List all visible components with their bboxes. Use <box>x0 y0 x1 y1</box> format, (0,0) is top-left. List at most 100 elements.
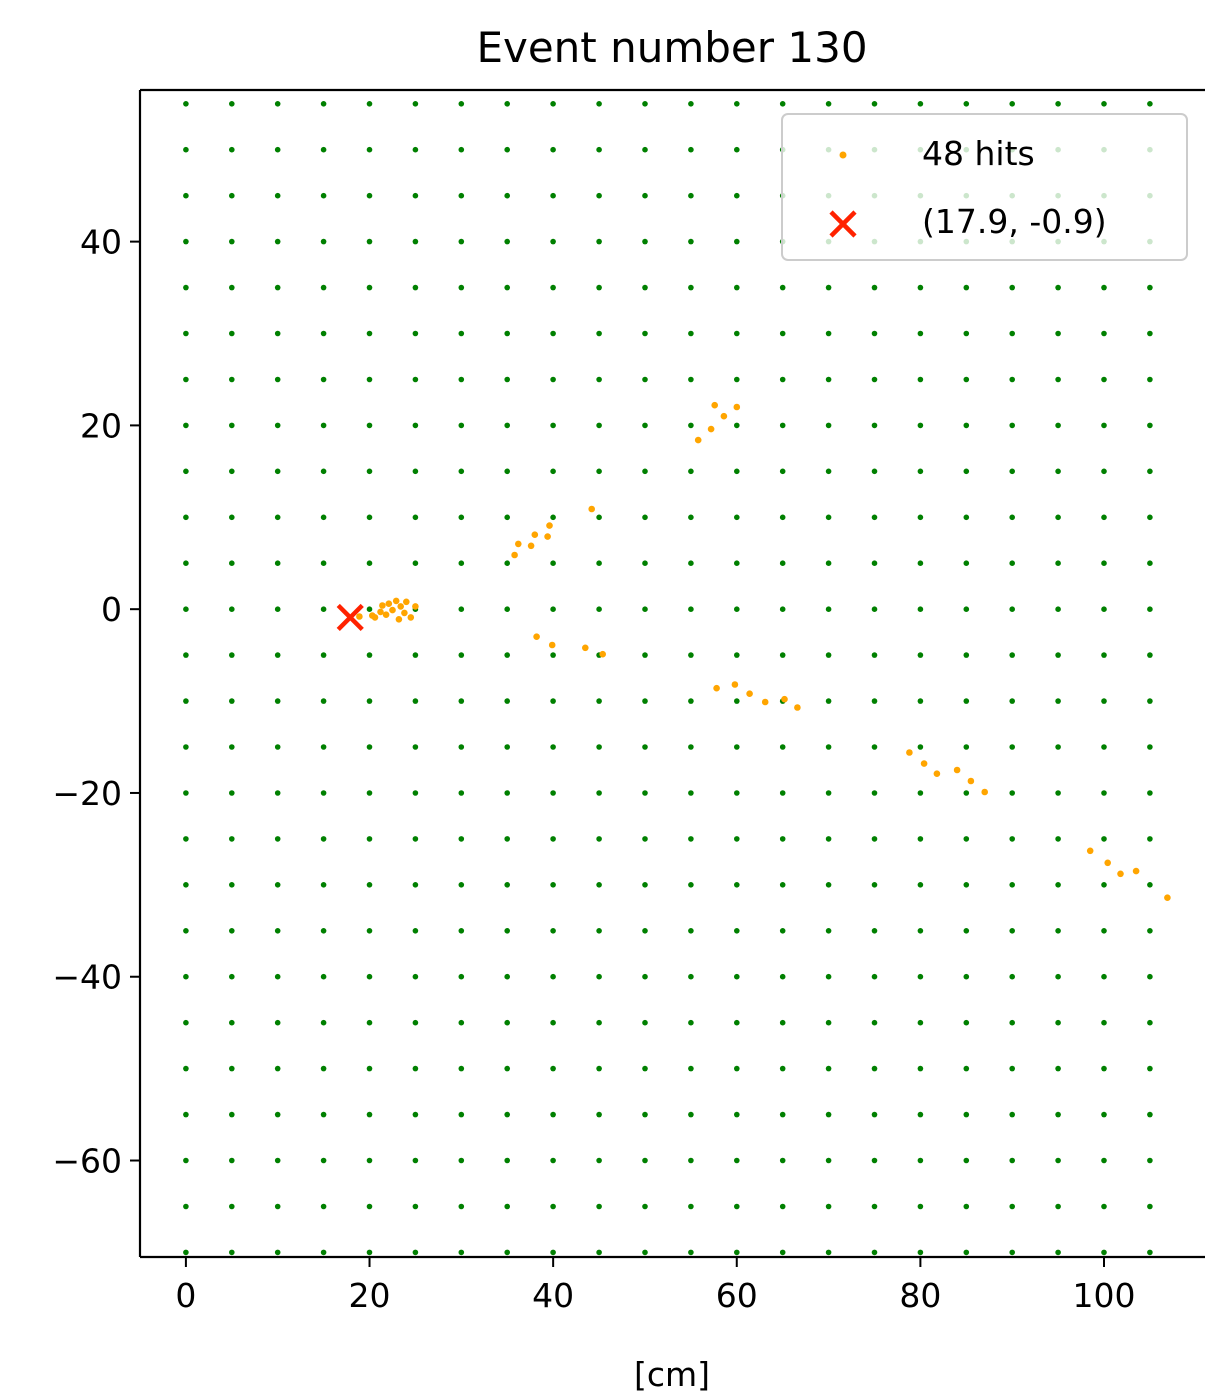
grid-point <box>596 330 602 337</box>
grid-point <box>596 238 602 245</box>
grid-point <box>963 376 970 383</box>
y-tick-label: 20 <box>80 406 122 445</box>
hit-point <box>382 611 390 618</box>
grid-point <box>504 836 511 842</box>
grid-point <box>596 192 602 199</box>
grid-point <box>1055 1019 1061 1026</box>
grid-point <box>504 606 511 612</box>
grid-point <box>412 1065 419 1072</box>
grid-point <box>688 973 694 980</box>
grid-point <box>320 192 327 199</box>
grid-point <box>1147 698 1153 704</box>
grid-point <box>412 376 419 383</box>
grid-point <box>1055 698 1061 704</box>
grid-point <box>412 790 419 796</box>
grid-point <box>412 836 419 842</box>
grid-point <box>642 1065 648 1072</box>
grid-point <box>871 698 878 704</box>
grid-point <box>871 376 878 383</box>
hit-point <box>548 641 556 649</box>
grid-point <box>504 790 511 796</box>
grid-point <box>320 1157 327 1164</box>
grid-point <box>229 744 235 750</box>
grid-point <box>825 1111 832 1118</box>
grid-point <box>550 560 556 566</box>
grid-point <box>550 973 556 980</box>
grid-point <box>1101 468 1107 475</box>
grid-point <box>229 790 235 796</box>
grid-point <box>550 836 556 842</box>
grid-point <box>688 284 694 291</box>
grid-point <box>596 606 602 612</box>
grid-point <box>550 744 556 750</box>
grid-point <box>688 146 694 153</box>
hit-point <box>511 551 518 559</box>
grid-point <box>688 1065 694 1072</box>
grid-point <box>183 882 189 888</box>
grid-point <box>458 1157 465 1164</box>
grid-point <box>1147 284 1153 291</box>
grid-point <box>734 882 740 888</box>
grid-point <box>412 330 419 337</box>
hit-point <box>1117 870 1124 878</box>
grid-point <box>550 376 556 383</box>
grid-point <box>1147 560 1153 566</box>
grid-point <box>642 882 648 888</box>
hit-point <box>933 770 941 777</box>
grid-point <box>183 101 189 107</box>
grid-point <box>1055 284 1061 291</box>
grid-point <box>1009 698 1015 704</box>
grid-point <box>320 330 327 337</box>
grid-point <box>366 376 373 383</box>
grid-point <box>734 192 740 199</box>
grid-point <box>550 238 556 245</box>
grid-point <box>183 514 189 521</box>
grid-point <box>642 1111 648 1118</box>
grid-point <box>1101 376 1107 383</box>
grid-point <box>320 284 327 291</box>
grid-point <box>917 790 924 796</box>
grid-point <box>825 1065 832 1072</box>
grid-point <box>871 101 878 107</box>
grid-point <box>274 514 281 521</box>
grid-point <box>779 1157 786 1164</box>
grid-point <box>412 514 419 521</box>
grid-point <box>688 698 694 704</box>
grid-point <box>596 560 602 566</box>
grid-point <box>1101 1203 1107 1210</box>
grid-point <box>320 1203 327 1210</box>
grid-point <box>825 836 832 842</box>
grid-point <box>550 1157 556 1164</box>
grid-point <box>274 1249 281 1256</box>
grid-point <box>688 836 694 842</box>
grid-point <box>1101 560 1107 566</box>
grid-point <box>642 836 648 842</box>
grid-point <box>1055 422 1061 429</box>
hit-point <box>379 602 386 609</box>
grid-point <box>412 1249 419 1256</box>
grid-point <box>963 560 970 566</box>
grid-point <box>642 376 648 383</box>
grid-point <box>1009 468 1015 475</box>
grid-point <box>734 146 740 153</box>
hit-point <box>781 695 788 703</box>
grid-point <box>596 1157 602 1164</box>
hit-point <box>920 760 928 767</box>
x-tick-label: 80 <box>899 1276 941 1315</box>
grid-point <box>963 1203 970 1210</box>
grid-point <box>825 1019 832 1026</box>
x-ticks: 0 20 40 60 80 100 <box>175 1257 1136 1315</box>
grid-point <box>1147 1249 1153 1256</box>
grid-point <box>183 330 189 337</box>
grid-point <box>229 1065 235 1072</box>
grid-point <box>734 928 740 934</box>
grid-point <box>458 928 465 934</box>
grid-point <box>1101 1249 1107 1256</box>
grid-point <box>917 1249 924 1256</box>
grid-point <box>917 284 924 291</box>
grid-point <box>1147 376 1153 383</box>
grid-point <box>274 606 281 612</box>
grid-point <box>183 192 189 199</box>
grid-point <box>1009 836 1015 842</box>
grid-point <box>688 1203 694 1210</box>
